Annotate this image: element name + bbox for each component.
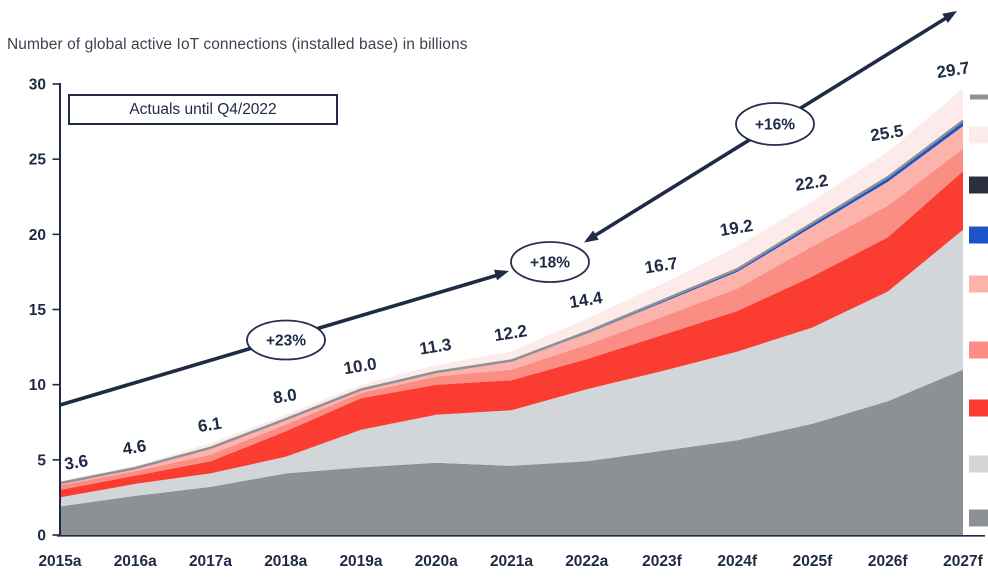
arrowhead-icon <box>942 11 957 23</box>
total-value-label: 12.2 <box>493 321 529 345</box>
legend-swatch-segment-red <box>969 399 988 417</box>
x-axis-label: 2026f <box>868 553 908 570</box>
y-tick-label: 15 <box>29 302 47 319</box>
legend-swatch-segment-navy <box>969 176 988 194</box>
total-value-label: 10.0 <box>342 354 378 378</box>
x-axis-label: 2020a <box>415 553 458 570</box>
legend-line-marker-total-line-marker <box>970 94 988 100</box>
legend-swatch-segment-dark-gray <box>969 509 988 527</box>
x-axis-label: 2016a <box>114 553 157 570</box>
total-value-label: 19.2 <box>719 216 755 240</box>
total-value-label: 25.5 <box>869 121 905 145</box>
total-value-label: 3.6 <box>63 451 89 473</box>
area-segment-dark-gray <box>60 369 963 535</box>
x-axis-label: 2017a <box>189 553 232 570</box>
total-value-label: 11.3 <box>418 335 453 359</box>
total-value-label: 16.7 <box>643 254 679 278</box>
x-axis-label: 2027f <box>943 553 983 570</box>
x-axis-label: 2022a <box>565 553 608 570</box>
growth-ellipse <box>246 319 326 361</box>
legend-swatch-segment-salmon <box>969 341 988 359</box>
x-axis-label: 2018a <box>264 553 307 570</box>
chart-title: Number of global active IoT connections … <box>7 36 468 53</box>
actuals-annotation-label: Actuals until Q4/2022 <box>129 100 277 118</box>
total-value-label: 8.0 <box>272 385 298 407</box>
legend-swatch-segment-pale-pink <box>969 126 988 144</box>
arrowhead-icon <box>584 230 599 243</box>
growth-percent-label: +18% <box>530 255 570 272</box>
x-axis-label: 2024f <box>717 553 757 570</box>
total-marker-line <box>59 119 964 485</box>
total-value-label: 14.4 <box>568 288 604 312</box>
growth-percent-label: +16% <box>755 117 795 134</box>
x-axis-label: 2023f <box>642 553 682 570</box>
legend-swatch-segment-blue <box>969 226 988 244</box>
area-segment-red <box>60 171 963 498</box>
y-tick-label: 30 <box>29 77 46 94</box>
area-segment-light-gray <box>60 229 963 507</box>
y-tick-label: 0 <box>37 528 46 545</box>
x-axis-label: 2021a <box>490 553 533 570</box>
total-value-label: 29.7 <box>935 58 971 82</box>
growth-ellipse <box>510 241 590 283</box>
x-axis-label: 2025f <box>793 553 833 570</box>
total-value-label: 4.6 <box>121 436 147 458</box>
x-axis-label: 2019a <box>339 553 382 570</box>
y-tick-label: 5 <box>37 452 46 469</box>
y-tick-label: 10 <box>29 377 46 394</box>
legend-swatch-segment-light-gray <box>969 455 988 473</box>
y-tick-label: 20 <box>29 227 46 244</box>
actuals-annotation-box: Actuals until Q4/2022 <box>68 94 338 125</box>
arrowhead-icon <box>494 269 509 281</box>
y-tick-label: 25 <box>29 152 47 169</box>
legend-swatch-segment-pink <box>969 275 988 293</box>
total-value-label: 22.2 <box>794 171 830 195</box>
growth-percent-label: +23% <box>266 333 306 350</box>
total-value-label: 6.1 <box>196 414 222 436</box>
x-axis-label: 2015a <box>38 553 81 570</box>
growth-ellipse <box>735 102 815 146</box>
